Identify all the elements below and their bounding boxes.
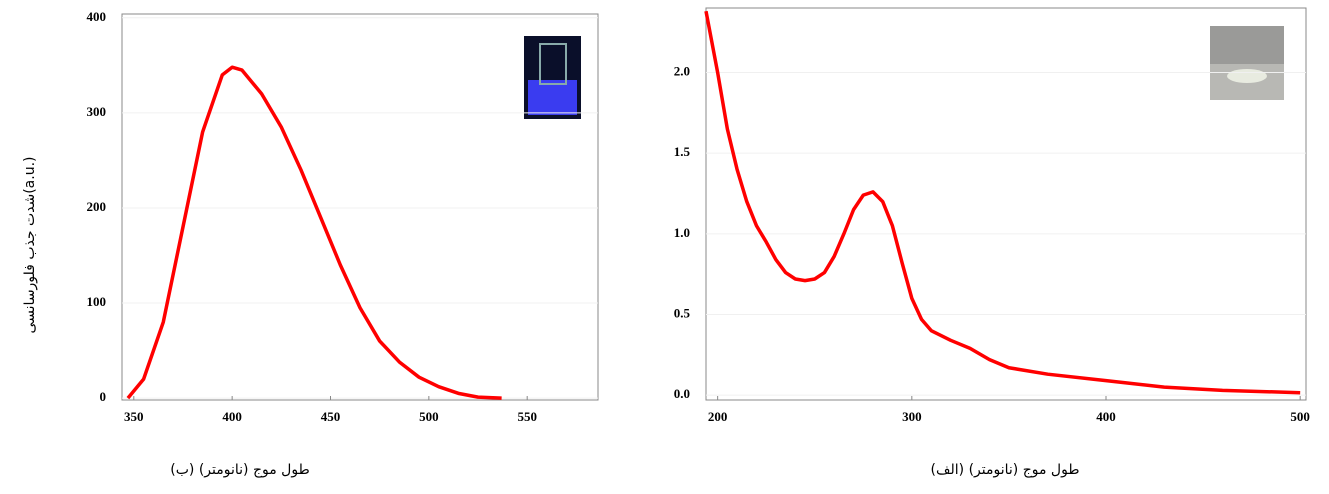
y-tick-label: 400: [87, 9, 107, 24]
x-axis-label: (الف) طول موج (نانومتر): [931, 462, 1080, 478]
y-tick-label: 200: [87, 199, 107, 214]
x-tick-label: 300: [902, 409, 922, 424]
x-tick-label: 500: [1290, 409, 1310, 424]
data-line: [704, 10, 1301, 395]
y-tick-label: 2.0: [674, 64, 690, 79]
x-tick-label: 400: [222, 409, 242, 424]
x-tick-label: 350: [124, 409, 144, 424]
x-tick-label: 500: [419, 409, 439, 424]
plot-frame: [121, 13, 599, 401]
x-axis-label: (ب) طول موج (نانومتر): [170, 462, 309, 478]
y-axis-label: شدت جذب فلورسانسی(a.u.): [22, 157, 38, 334]
y-tick-label: 0.0: [674, 386, 690, 401]
inset-photo: [524, 36, 581, 119]
y-tick-label: 0: [100, 389, 107, 404]
x-tick-label: 200: [708, 409, 728, 424]
x-tick-label: 550: [517, 409, 537, 424]
y-tick-label: 100: [87, 294, 107, 309]
y-tick-label: 1.5: [674, 144, 691, 159]
x-tick-label: 400: [1096, 409, 1116, 424]
y-tick-label: 300: [87, 104, 107, 119]
data-line: [126, 65, 502, 400]
x-tick-label: 450: [321, 409, 341, 424]
y-tick-label: 0.5: [674, 305, 691, 320]
y-tick-label: 1.0: [674, 225, 690, 240]
inset-photo: [1210, 26, 1284, 100]
plot-frame: [705, 7, 1307, 401]
